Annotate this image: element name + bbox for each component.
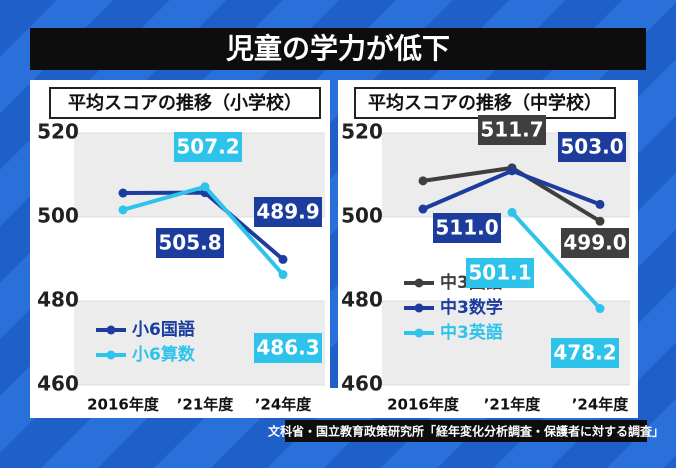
- legend-dot: [414, 328, 424, 338]
- title: 児童の学力が低下: [226, 32, 450, 65]
- legend-dot: [106, 350, 116, 360]
- y-tick-label: 500: [341, 204, 383, 228]
- source-box: [285, 420, 647, 442]
- legend-label: 中3数学: [440, 297, 503, 318]
- value-label-box: [466, 258, 534, 288]
- value-label-box: [561, 228, 629, 258]
- data-point: [595, 199, 605, 209]
- value-label-box: [254, 197, 322, 227]
- value-label: 499.0: [563, 231, 626, 255]
- data-point: [418, 204, 428, 214]
- y-tick-label: 520: [37, 120, 79, 144]
- value-label-box: [156, 228, 224, 258]
- value-label: 501.1: [468, 261, 531, 285]
- value-label-box: [478, 115, 546, 145]
- x-tick-label: 2016年度: [387, 396, 460, 414]
- data-point: [507, 207, 517, 217]
- value-label: 511.7: [480, 118, 543, 142]
- data-point: [418, 176, 428, 186]
- value-label: 486.3: [256, 336, 319, 360]
- y-tick-label: 500: [37, 204, 79, 228]
- x-tick-label: ’24年度: [255, 396, 313, 414]
- legend-dot: [414, 278, 424, 288]
- value-label-box: [558, 132, 626, 162]
- data-point: [118, 205, 128, 215]
- y-tick-label: 460: [341, 372, 383, 396]
- data-point: [507, 166, 517, 176]
- legend-dot: [414, 303, 424, 313]
- data-point: [200, 182, 210, 192]
- chart-title: 平均スコアの推移（小学校）: [68, 92, 302, 114]
- x-tick-label: ’24年度: [572, 396, 630, 414]
- legend-label: 小6国語: [132, 319, 195, 340]
- value-label: 489.9: [256, 200, 319, 224]
- value-label-box: [433, 213, 501, 243]
- data-point: [278, 270, 288, 280]
- value-label-box: [174, 132, 242, 162]
- chart-title: 平均スコアの推移（中学校）: [368, 92, 602, 114]
- value-label-box: [254, 333, 322, 363]
- y-tick-label: 460: [37, 372, 79, 396]
- value-label: 505.8: [158, 231, 221, 255]
- data-point: [595, 304, 605, 314]
- value-label: 478.2: [553, 341, 616, 365]
- y-tick-label: 520: [341, 120, 383, 144]
- value-label: 503.0: [560, 135, 623, 159]
- value-label: 507.2: [176, 135, 239, 159]
- value-label: 511.0: [435, 216, 498, 240]
- y-tick-label: 480: [341, 288, 383, 312]
- data-point: [595, 216, 605, 226]
- x-tick-label: 2016年度: [87, 396, 160, 414]
- data-point: [118, 188, 128, 198]
- legend-label: 中3英語: [440, 322, 503, 343]
- data-point: [278, 254, 288, 264]
- legend-dot: [106, 325, 116, 335]
- x-axis-band: [30, 388, 638, 418]
- source: 文科省・国立教育政策研究所「経年変化分析調査・保護者に対する調査」: [268, 424, 664, 439]
- y-tick-label: 480: [37, 288, 79, 312]
- value-label-box: [551, 338, 619, 368]
- x-tick-label: ’21年度: [177, 396, 235, 414]
- legend-label: 小6算数: [132, 344, 196, 365]
- title-bar: [30, 28, 646, 70]
- series-line: [510, 211, 602, 310]
- chart-title-box: [49, 87, 321, 119]
- x-tick-label: ’21年度: [484, 396, 542, 414]
